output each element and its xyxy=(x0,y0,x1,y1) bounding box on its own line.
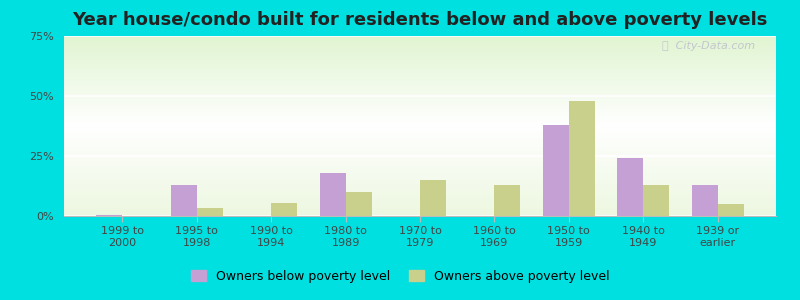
Title: Year house/condo built for residents below and above poverty levels: Year house/condo built for residents bel… xyxy=(72,11,768,29)
Bar xyxy=(542,125,569,216)
Bar xyxy=(569,101,595,216)
Bar xyxy=(494,185,521,216)
Legend: Owners below poverty level, Owners above poverty level: Owners below poverty level, Owners above… xyxy=(186,265,614,288)
Text: ⓘ  City-Data.com: ⓘ City-Data.com xyxy=(662,41,754,51)
Bar xyxy=(420,180,446,216)
Bar xyxy=(319,173,346,216)
Bar xyxy=(197,208,223,216)
Bar xyxy=(346,192,372,216)
Bar xyxy=(718,204,744,216)
Bar xyxy=(96,215,122,216)
Bar xyxy=(643,185,670,216)
Bar xyxy=(617,158,643,216)
Bar xyxy=(691,185,718,216)
Bar xyxy=(271,203,298,216)
Bar xyxy=(170,185,197,216)
